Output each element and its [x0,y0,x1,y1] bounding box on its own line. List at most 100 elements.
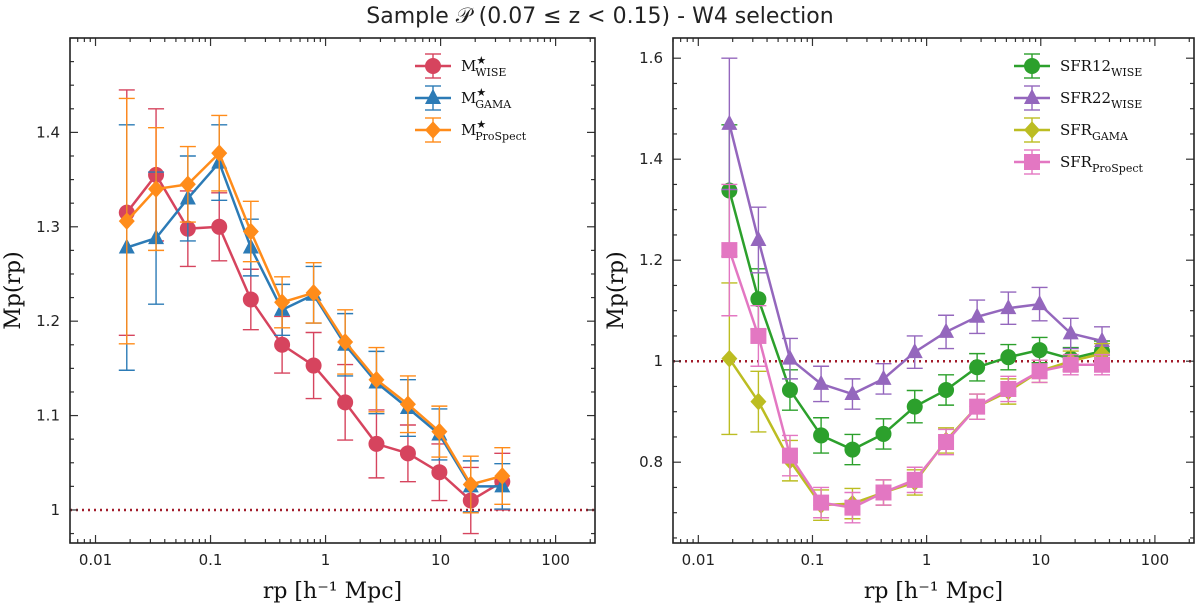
x-tick-label: 0.01 [682,551,715,569]
data-point [844,499,861,516]
data-point [399,395,416,414]
data-point [242,291,259,308]
data-point [211,144,228,162]
data-point [875,369,892,385]
data-point [906,471,923,488]
y-tick-label: 1.3 [36,218,60,236]
data-point [274,293,291,312]
x-tick-label: 0.1 [801,551,825,569]
data-point [969,359,986,376]
data-point [1062,324,1079,340]
legend-label: M★ ProSpect [461,118,527,143]
data-point [875,425,892,442]
data-point [721,242,738,259]
y-tick-label: 1 [653,352,663,370]
data-point [875,484,892,501]
y-tick-label: 1 [50,501,60,519]
x-axis-label: rp [h⁻¹ Mpc] [263,579,402,604]
legend-label: SFR22WISE [1060,89,1142,111]
legend-marker [1024,88,1040,104]
data-point [750,392,767,411]
data-point [179,175,196,194]
data-point [494,467,511,485]
series-M*WISE [118,89,511,535]
data-point [969,307,986,323]
legend-label: SFRGAMA [1060,121,1129,143]
legend-entry: M★ ProSpect [415,117,527,143]
legend-marker [1024,154,1040,170]
x-tick-label: 1 [321,551,331,569]
y-axis-label: Mp(rp) [604,251,629,329]
x-axis-label: rp [h⁻¹ Mpc] [864,579,1003,604]
plot-frame [69,37,596,544]
x-tick-label: 0.1 [199,551,223,569]
data-point [781,349,798,365]
data-point [781,381,798,398]
data-point [969,398,986,415]
data-point [305,357,322,374]
y-tick-label: 1.2 [639,251,663,269]
data-point [1062,356,1079,373]
y-tick-label: 1.4 [639,150,663,168]
data-point [368,370,385,389]
legend-label: SFRProSpect [1060,153,1144,175]
panel-2: 0.01 0.1 1 10 100 0.8 1 1.2 1.4 1.6 rp [h⁻¹ Mpc] Mp… [604,37,1195,604]
data-point [274,336,291,353]
legend-marker [1024,121,1040,139]
legend-marker [425,88,441,104]
legend-label: M★ WISE [461,54,506,79]
data-point [906,342,923,359]
data-point [813,374,830,390]
x-tick-label: 10 [1031,551,1050,569]
plot-frame [672,37,1195,544]
data-point [305,284,322,302]
panel-1: 0.01 0.1 1 10 100 1 1.1 1.2 1.3 1.4 rp [h⁻¹ Mpc] Mp… [1,37,596,604]
data-point [721,349,738,368]
series-SFR12WISE [721,124,1111,466]
y-tick-label: 1.1 [36,407,60,425]
data-point [1031,342,1048,359]
x-tick-label: 10 [431,551,450,569]
data-point [813,427,830,444]
data-point [750,230,767,246]
legend-label: M★ GAMA [461,86,512,111]
series-SFR22WISE [721,57,1111,410]
data-point [1000,298,1017,315]
data-point [1031,363,1048,380]
data-point [906,398,923,415]
data-point [938,322,955,338]
data-point [813,494,830,511]
data-point [148,180,165,198]
legend-label: SFR12WISE [1060,57,1142,79]
legend-marker [425,121,441,139]
y-tick-label: 1.2 [36,312,60,330]
data-point [431,422,448,441]
x-tick-label: 1 [922,551,932,569]
data-point [211,218,228,235]
data-point [844,384,861,401]
legend-entry: SFRGAMA [1014,117,1129,143]
legend-entry: M★ GAMA [415,85,512,111]
legend-entry: SFRProSpect [1014,149,1144,175]
figure-title: Sample 𝒫 (0.07 ≤ z < 0.15) - W4 selectio… [366,4,834,29]
y-tick-label: 1.4 [36,123,60,141]
data-point [1000,349,1017,366]
data-point [368,435,385,452]
series-SFRProSpect [721,183,1111,524]
legend-entry: SFR12WISE [1014,53,1142,79]
data-point [399,445,416,462]
data-point [750,327,767,344]
data-point [721,114,738,130]
data-point [750,291,767,308]
y-tick-label: 1.6 [639,49,663,67]
x-tick-label: 0.01 [79,551,112,569]
legend-marker [1024,58,1040,74]
data-point [938,381,955,398]
data-point [844,441,861,458]
series-M*ProSpect [118,97,511,514]
data-point [1031,294,1048,311]
data-point [118,212,135,230]
x-tick-label: 100 [541,551,570,569]
